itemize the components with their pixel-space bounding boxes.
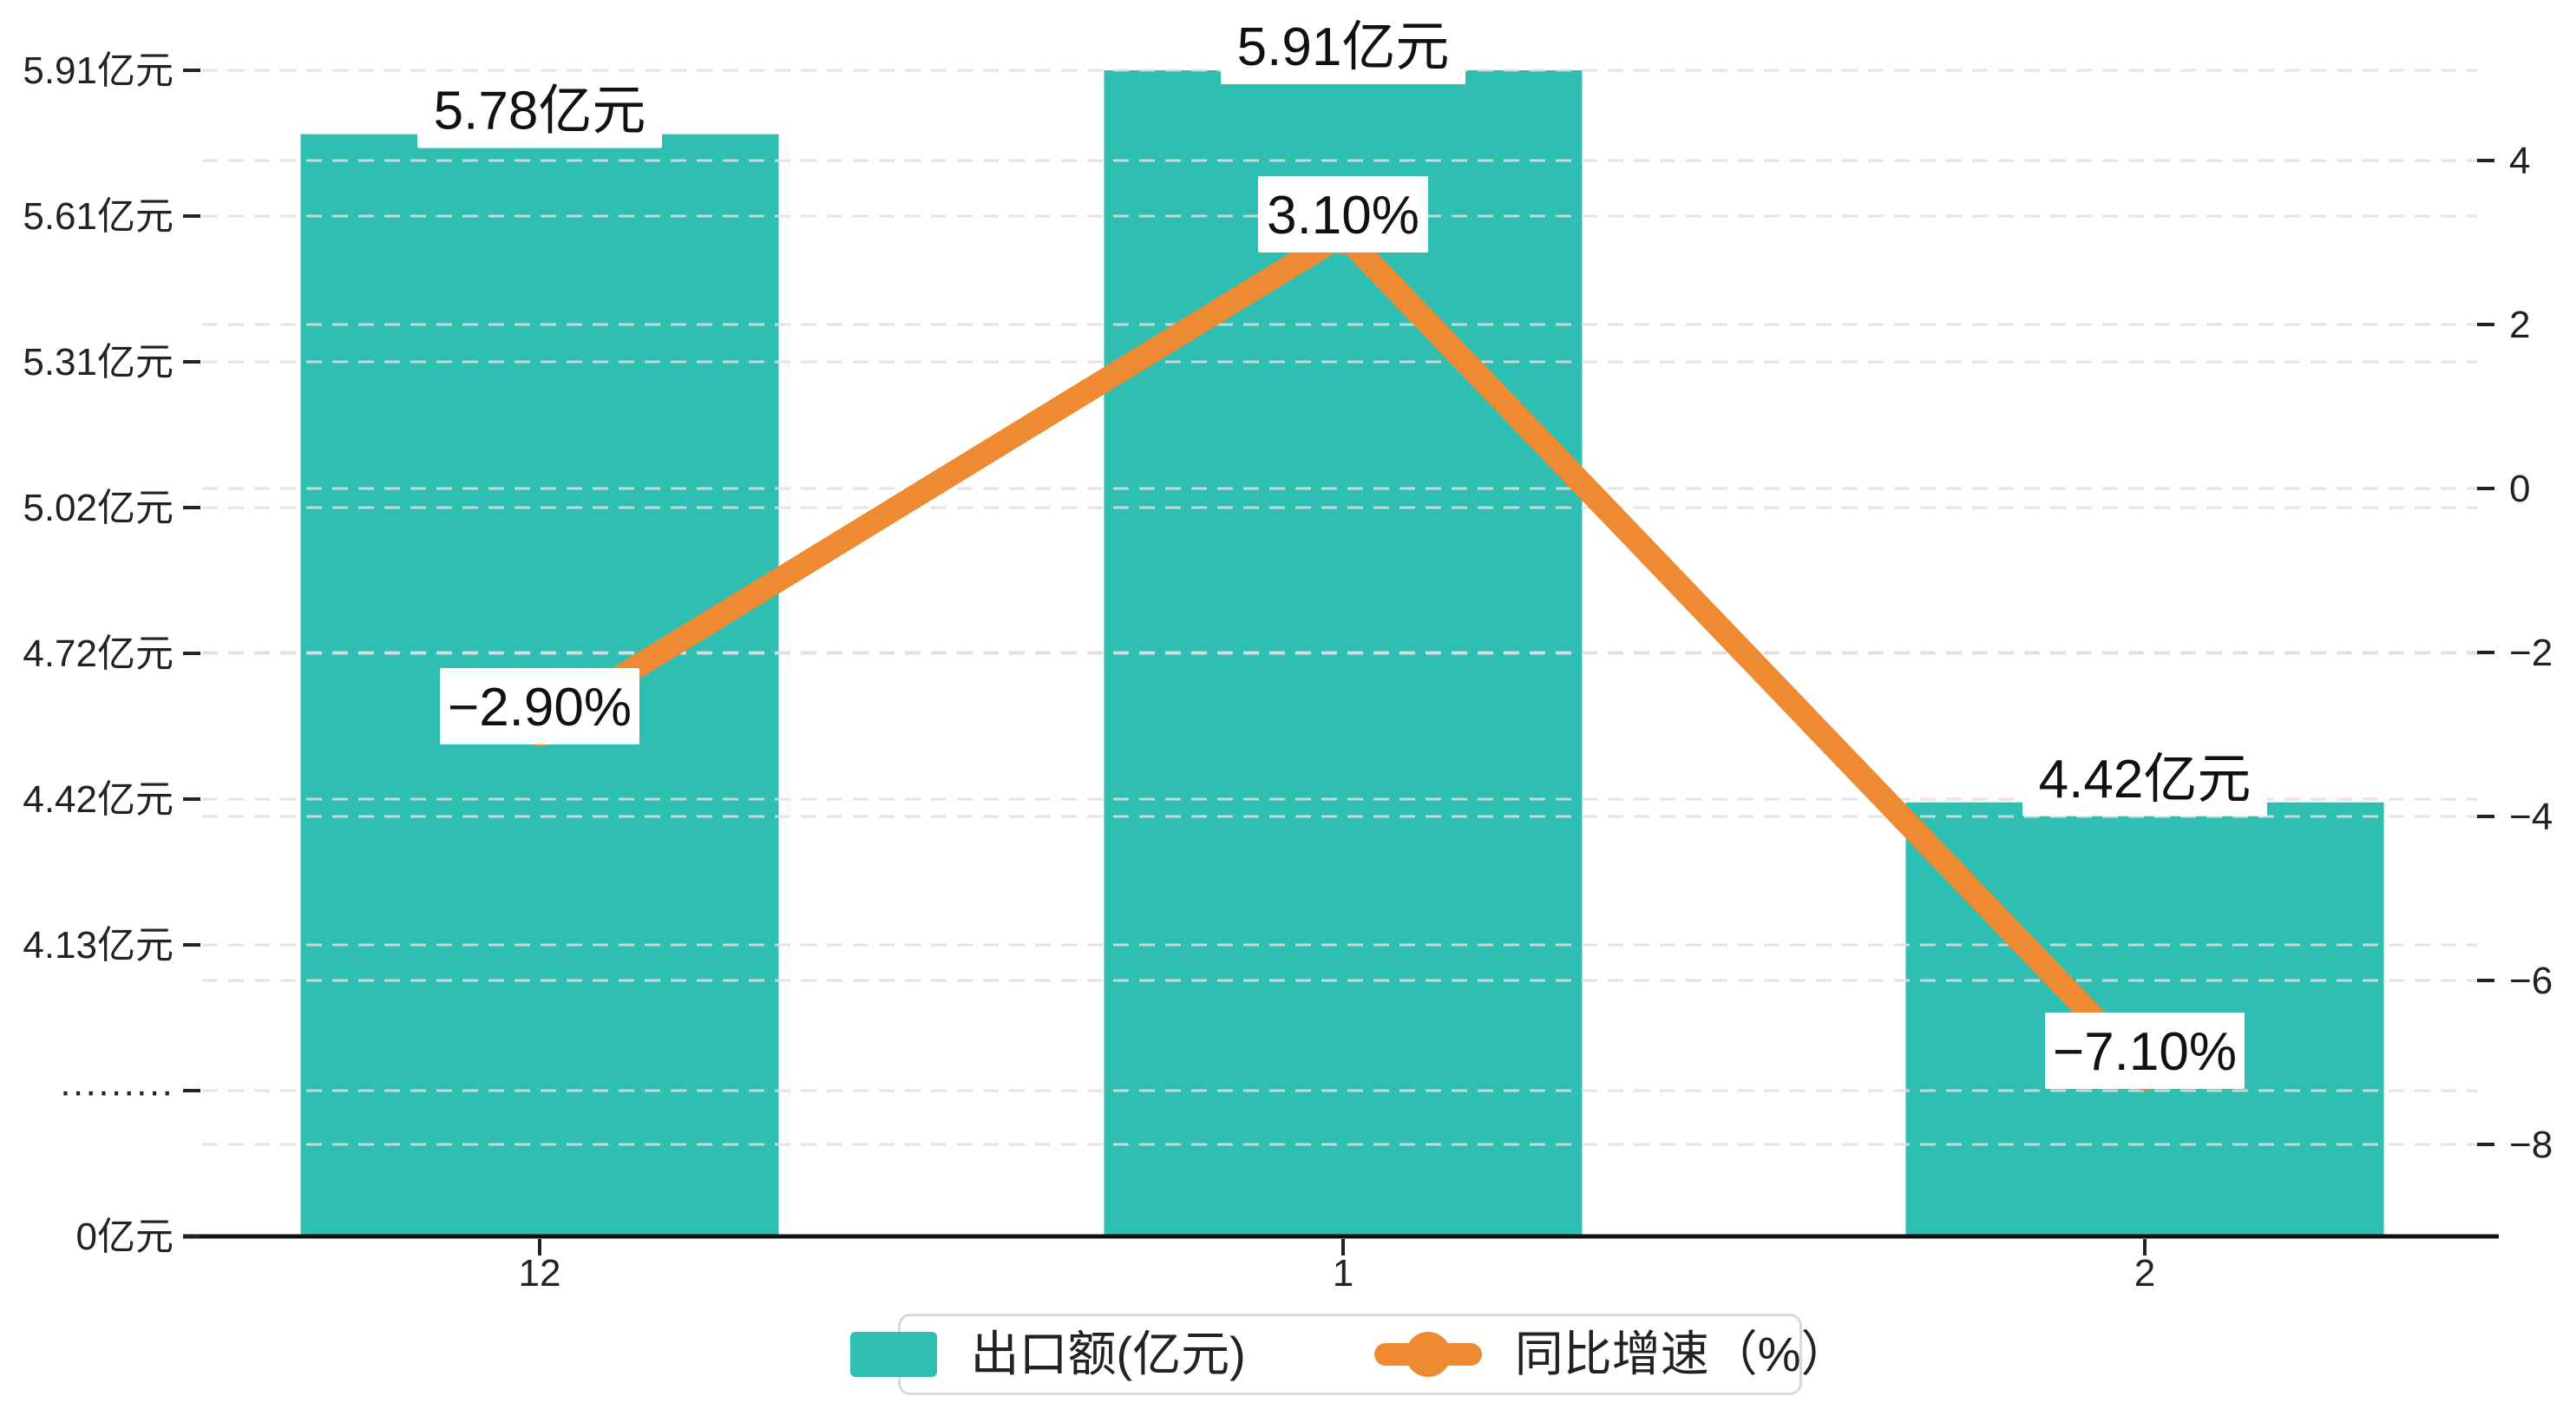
line-value-label-2: −7.10% [2045,1012,2245,1089]
right-tick-label-3: −2 [2509,632,2553,674]
line-value-label-2-text: −7.10% [2053,1022,2237,1082]
left-tick-label-7: ········· [59,1070,174,1112]
bar-value-label-2-text: 4.42亿元 [2039,750,2252,810]
right-tick-label-5: −6 [2509,960,2553,1002]
bar-value-label-12: 5.78亿元 [417,71,662,148]
left-tick-label-6: 4.13亿元 [23,924,174,967]
x-tick-label-1: 1 [1333,1252,1354,1295]
legend-item-yoy-growth[interactable]: 同比增速（%） [1373,1327,1850,1381]
axes-group: 5.91亿元 5.61亿元 5.31亿元 5.02亿元 4.72亿元 4.42亿元 4.13… [23,49,2553,1295]
line-value-label-1: 3.10% [1258,176,1428,253]
bar-1 [1104,70,1583,1236]
left-tick-label-8: 0亿元 [76,1216,174,1258]
legend-label-yoy-growth: 同比增速（%） [1514,1327,1850,1381]
left-tick-label-0: 5.91亿元 [23,49,174,92]
right-tick-label-6: −8 [2509,1124,2553,1166]
bar-value-label-2-bg [2022,739,2267,816]
x-tick-label-0: 12 [519,1252,561,1295]
left-tick-label-1: 5.61亿元 [23,195,174,238]
gridlines-group [202,69,2477,1146]
bar-value-label-12-bg [417,71,662,148]
line-marker-dot [1405,1332,1451,1377]
bar-value-label-12-text: 5.78亿元 [434,82,646,141]
right-tick-label-2: 0 [2509,468,2530,510]
line-value-label-12: −2.90% [440,668,639,745]
bar-value-label-2: 4.42亿元 [2022,739,2267,816]
line-value-label-12-bg [440,668,639,745]
bar-value-label-1-text: 5.91亿元 [1237,17,1450,77]
left-tick-label-2: 5.31亿元 [23,341,174,384]
right-tick-label-1: 2 [2509,304,2530,346]
bar-value-label-1-bg [1221,8,1465,84]
left-tick-label-5: 4.42亿元 [23,778,174,821]
bar-value-label-1: 5.91亿元 [1221,8,1465,84]
line-series-marker [1373,1331,1482,1378]
value-labels-group: 5.78亿元 5.91亿元 4.42亿元 −2.90% 3.10% −7.10% [417,8,2267,1089]
left-tick-label-3: 5.02亿元 [23,487,174,529]
line-value-label-2-bg [2045,1012,2245,1089]
legend: 出口额(亿元) 同比增速（%） [850,1314,1850,1395]
left-tick-label-4: 4.72亿元 [23,633,174,675]
line-value-label-1-bg [1258,176,1428,253]
legend-item-export-amount[interactable]: 出口额(亿元) [850,1327,1246,1381]
legend-label-export-amount: 出口额(亿元) [970,1327,1246,1381]
bars-group [300,70,2384,1237]
line-value-label-12-text: −2.90% [448,678,632,738]
x-tick-label-2: 2 [2134,1252,2155,1295]
line-value-label-1-text: 3.10% [1267,186,1419,246]
right-tick-label-0: 4 [2509,140,2530,182]
right-tick-label-4: −4 [2509,796,2553,838]
bar-series-swatch [850,1332,938,1377]
